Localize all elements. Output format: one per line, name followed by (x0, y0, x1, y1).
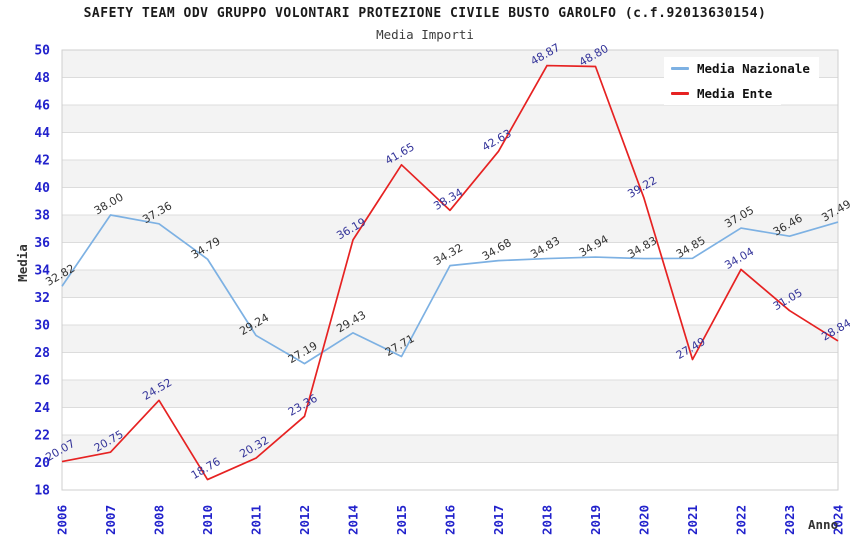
plot-band (62, 160, 838, 188)
series-line-media-ente (61, 64, 839, 481)
y-tick-label: 34 (34, 264, 50, 279)
plot-band (62, 105, 838, 133)
y-tick-label: 46 (34, 99, 50, 114)
plot-band (62, 270, 838, 298)
y-tick-label: 28 (34, 346, 50, 361)
x-tick-label: 2006 (55, 505, 70, 535)
plot-band (62, 132, 838, 160)
x-tick-label: 2014 (346, 505, 361, 535)
x-tick-label: 2016 (443, 505, 458, 535)
y-tick-label: 24 (34, 401, 50, 416)
plot-band (62, 462, 838, 490)
y-tick-label: 22 (34, 429, 50, 444)
plot-band (62, 435, 838, 463)
plot-band (62, 297, 838, 325)
legend-line-sample-ente (671, 92, 689, 95)
x-tick-label: 2023 (782, 505, 797, 535)
y-tick-label: 26 (34, 374, 50, 389)
x-tick-label: 2024 (831, 505, 846, 535)
y-tick-label: 40 (34, 181, 50, 196)
x-tick-label: 2012 (297, 505, 312, 535)
plot-border (61, 49, 839, 491)
x-tick-label: 2010 (200, 505, 215, 535)
y-tick-label: 48 (34, 71, 50, 86)
legend-label-media-nazionale: Media Nazionale (697, 61, 810, 76)
y-tick-label: 36 (34, 236, 50, 251)
y-tick-label: 50 (34, 44, 50, 59)
x-tick-label: 2020 (637, 505, 652, 535)
legend-label-media-ente: Media Ente (697, 86, 773, 101)
y-axis-title: Media (15, 244, 30, 282)
y-tick-label: 20 (34, 456, 50, 471)
chart-title: SAFETY TEAM ODV GRUPPO VOLONTARI PROTEZI… (83, 6, 767, 21)
x-axis-title: Anno (808, 517, 838, 532)
y-tick-label: 42 (34, 154, 50, 169)
chart-subtitle: Media Importi (376, 27, 474, 42)
x-tick-label: 2021 (685, 505, 700, 535)
x-tick-label: 2017 (491, 505, 506, 535)
x-tick-label: 2019 (588, 505, 603, 535)
x-tick-label: 2022 (734, 505, 749, 535)
y-tick-label: 38 (34, 209, 50, 224)
legend-item-media-nazionale: Media Nazionale (664, 57, 819, 80)
y-tick-label: 44 (34, 126, 50, 141)
y-tick-label: 18 (34, 484, 50, 499)
legend-item-media-ente: Media Ente (664, 82, 782, 105)
x-tick-label: 2011 (249, 505, 264, 535)
y-tick-label: 32 (34, 291, 50, 306)
plot-band (62, 407, 838, 435)
plot-band (62, 352, 838, 380)
x-tick-label: 2007 (103, 505, 118, 535)
series-line-media-nazionale (61, 214, 839, 365)
legend-line-sample-nazionale (671, 67, 689, 70)
x-tick-label: 2018 (540, 505, 555, 535)
x-tick-label: 2008 (152, 505, 167, 535)
plot-band (62, 325, 838, 353)
chart-legend: Media Nazionale Media Ente (664, 57, 819, 105)
y-tick-label: 30 (34, 319, 50, 334)
x-tick-label: 2015 (394, 505, 409, 535)
plot-band (62, 215, 838, 243)
plot-band (62, 380, 838, 408)
